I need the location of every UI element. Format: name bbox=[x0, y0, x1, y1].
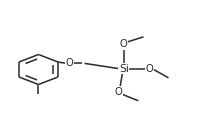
Text: O: O bbox=[115, 87, 123, 97]
Text: O: O bbox=[120, 39, 128, 49]
Text: O: O bbox=[146, 64, 154, 74]
Text: Si: Si bbox=[119, 64, 129, 74]
Text: O: O bbox=[66, 58, 73, 68]
